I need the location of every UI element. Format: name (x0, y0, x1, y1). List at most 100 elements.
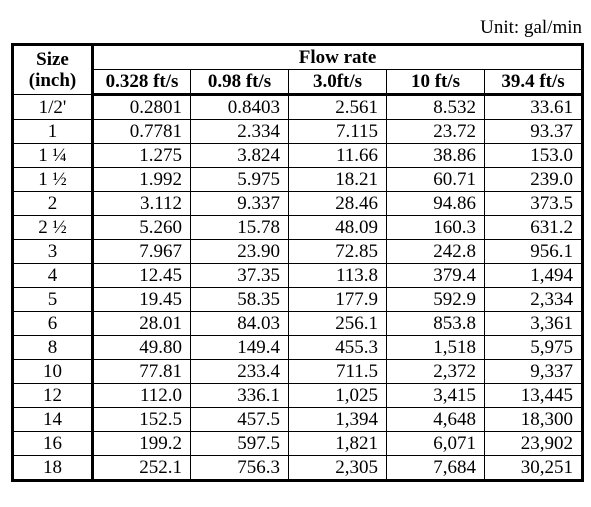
flow-value-cell: 38.86 (386, 143, 485, 168)
velocity-column-header: 0.328 ft/s (92, 69, 191, 96)
flow-value-cell: 756.3 (190, 455, 289, 481)
table-row: 8 49.80 149.4 455.3 1,518 5,975 (12, 335, 584, 360)
flow-value-cell: 33.61 (483, 94, 584, 120)
flow-rate-table: Size (inch) Flow rate 0.328 ft/s 0.98 ft/… (11, 43, 585, 482)
flow-value-cell: 3,361 (483, 311, 584, 336)
flow-value-cell: 239.0 (483, 167, 584, 192)
flow-value-cell: 631.2 (483, 215, 584, 240)
flow-value-cell: 1,821 (288, 431, 387, 456)
table-row: 6 28.01 84.03 256.1 853.8 3,361 (12, 311, 584, 336)
size-cell: 1 ¼ (12, 143, 94, 168)
table-row: 16 199.2 597.5 1,821 6,071 23,902 (12, 431, 584, 456)
flow-value-cell: 12.45 (92, 263, 191, 288)
size-cell: 8 (12, 335, 94, 360)
size-cell: 5 (12, 287, 94, 312)
flow-value-cell: 256.1 (288, 311, 387, 336)
flow-value-cell: 72.85 (288, 239, 387, 264)
flow-value-cell: 48.09 (288, 215, 387, 240)
velocity-column-header: 39.4 ft/s (483, 69, 584, 96)
velocity-column-header: 3.0ft/s (288, 69, 387, 96)
flow-value-cell: 4,648 (386, 407, 485, 432)
flow-value-cell: 455.3 (288, 335, 387, 360)
size-cell: 3 (12, 239, 94, 264)
size-cell: 14 (12, 407, 94, 432)
flow-value-cell: 37.35 (190, 263, 289, 288)
unit-note: Unit: gal/min (480, 17, 582, 38)
flow-value-cell: 7.967 (92, 239, 191, 264)
flow-value-cell: 49.80 (92, 335, 191, 360)
flow-value-cell: 336.1 (190, 383, 289, 408)
flow-value-cell: 7.115 (288, 119, 387, 144)
flow-value-cell: 23,902 (483, 431, 584, 456)
flow-value-cell: 3.824 (190, 143, 289, 168)
velocity-header-row: 0.328 ft/s 0.98 ft/s 3.0ft/s 10 ft/s 39.4 ft… (13, 69, 584, 96)
flow-value-cell: 0.7781 (92, 119, 191, 144)
flow-value-cell: 1,494 (483, 263, 584, 288)
flow-value-cell: 373.5 (483, 191, 584, 216)
size-cell: 6 (12, 311, 94, 336)
flow-value-cell: 0.2801 (92, 94, 191, 120)
flow-value-cell: 9,337 (483, 359, 584, 384)
flow-value-cell: 18.21 (288, 167, 387, 192)
flow-value-cell: 84.03 (190, 311, 289, 336)
velocity-column-header: 10 ft/s (386, 69, 485, 96)
table-header: Size (inch) Flow rate 0.328 ft/s 0.98 ft/… (12, 44, 584, 96)
flow-value-cell: 149.4 (190, 335, 289, 360)
size-cell: 1 (12, 119, 94, 144)
flow-value-cell: 252.1 (92, 455, 191, 481)
table-row: 1 ½ 1.992 5.975 18.21 60.71 239.0 (12, 167, 584, 192)
size-cell: 4 (12, 263, 94, 288)
size-column-header: Size (inch) (12, 44, 94, 95)
flow-value-cell: 0.8403 (190, 94, 289, 120)
flow-value-cell: 28.01 (92, 311, 191, 336)
flow-value-cell: 233.4 (190, 359, 289, 384)
flow-value-cell: 711.5 (288, 359, 387, 384)
flow-value-cell: 19.45 (92, 287, 191, 312)
table-row: 1 0.7781 2.334 7.115 23.72 93.37 (12, 119, 584, 144)
flow-value-cell: 23.72 (386, 119, 485, 144)
flow-value-cell: 3,415 (386, 383, 485, 408)
size-cell: 18 (12, 455, 94, 481)
table-row: 2 ½ 5.260 15.78 48.09 160.3 631.2 (12, 215, 584, 240)
flow-value-cell: 13,445 (483, 383, 584, 408)
size-cell: 2 ½ (12, 215, 94, 240)
table-row: 1/2' 0.2801 0.8403 2.561 8.532 33.61 (12, 94, 584, 120)
flow-value-cell: 113.8 (288, 263, 387, 288)
table-row: 2 3.112 9.337 28.46 94.86 373.5 (12, 191, 584, 216)
table-row: 18 252.1 756.3 2,305 7,684 30,251 (12, 455, 584, 481)
flow-value-cell: 152.5 (92, 407, 191, 432)
flow-value-cell: 956.1 (483, 239, 584, 264)
flow-value-cell: 2,372 (386, 359, 485, 384)
table-body: 1/2' 0.2801 0.8403 2.561 8.532 33.61 1 0.7781 2.… (12, 94, 584, 481)
flow-value-cell: 2.561 (288, 94, 387, 120)
table-row: 4 12.45 37.35 113.8 379.4 1,494 (12, 263, 584, 288)
flow-value-cell: 9.337 (190, 191, 289, 216)
flow-value-cell: 112.0 (92, 383, 191, 408)
velocity-column-header: 0.98 ft/s (190, 69, 289, 96)
flow-value-cell: 11.66 (288, 143, 387, 168)
table-row: 10 77.81 233.4 711.5 2,372 9,337 (12, 359, 584, 384)
flow-value-cell: 592.9 (386, 287, 485, 312)
flow-value-cell: 5,975 (483, 335, 584, 360)
flow-value-cell: 7,684 (386, 455, 485, 481)
flow-value-cell: 1,025 (288, 383, 387, 408)
table-row: 5 19.45 58.35 177.9 592.9 2,334 (12, 287, 584, 312)
flow-value-cell: 28.46 (288, 191, 387, 216)
flow-value-cell: 177.9 (288, 287, 387, 312)
flow-value-cell: 3.112 (92, 191, 191, 216)
flow-value-cell: 2,305 (288, 455, 387, 481)
size-cell: 10 (12, 359, 94, 384)
flow-value-cell: 8.532 (386, 94, 485, 120)
flow-value-cell: 1,518 (386, 335, 485, 360)
size-cell: 1 ½ (12, 167, 94, 192)
flow-value-cell: 1,394 (288, 407, 387, 432)
size-cell: 12 (12, 383, 94, 408)
flow-value-cell: 18,300 (483, 407, 584, 432)
table-row: 14 152.5 457.5 1,394 4,648 18,300 (12, 407, 584, 432)
flow-value-cell: 1.992 (92, 167, 191, 192)
flow-value-cell: 60.71 (386, 167, 485, 192)
flow-value-cell: 199.2 (92, 431, 191, 456)
flow-value-cell: 5.975 (190, 167, 289, 192)
flow-rate-group-header: Flow rate (91, 44, 584, 70)
size-cell: 16 (12, 431, 94, 456)
